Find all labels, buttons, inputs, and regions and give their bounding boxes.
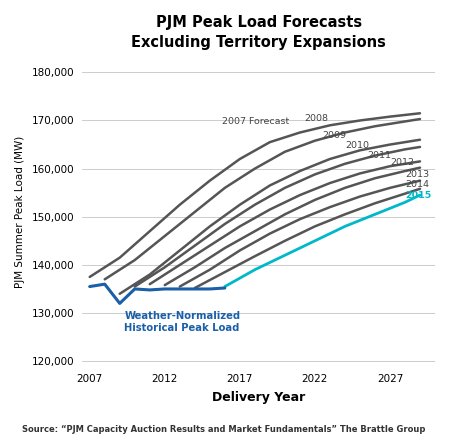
Text: 2009: 2009 bbox=[322, 131, 346, 140]
Text: Weather-Normalized
Historical Peak Load: Weather-Normalized Historical Peak Load bbox=[124, 310, 240, 334]
Text: 2015: 2015 bbox=[405, 191, 431, 200]
Text: 2012: 2012 bbox=[390, 158, 414, 167]
Text: 2008: 2008 bbox=[304, 114, 328, 123]
Text: 2014: 2014 bbox=[405, 180, 429, 189]
Y-axis label: PJM Summer Peak Load (MW): PJM Summer Peak Load (MW) bbox=[15, 136, 25, 288]
Title: PJM Peak Load Forecasts
Excluding Territory Expansions: PJM Peak Load Forecasts Excluding Territ… bbox=[131, 15, 386, 50]
Text: 2007 Forecast: 2007 Forecast bbox=[222, 117, 289, 126]
Text: Source: “PJM Capacity Auction Results and Market Fundamentals” The Brattle Group: Source: “PJM Capacity Auction Results an… bbox=[22, 425, 426, 434]
Text: 2013: 2013 bbox=[405, 170, 429, 179]
X-axis label: Delivery Year: Delivery Year bbox=[212, 391, 305, 404]
Text: 2010: 2010 bbox=[345, 141, 369, 150]
Text: 2011: 2011 bbox=[368, 151, 392, 160]
